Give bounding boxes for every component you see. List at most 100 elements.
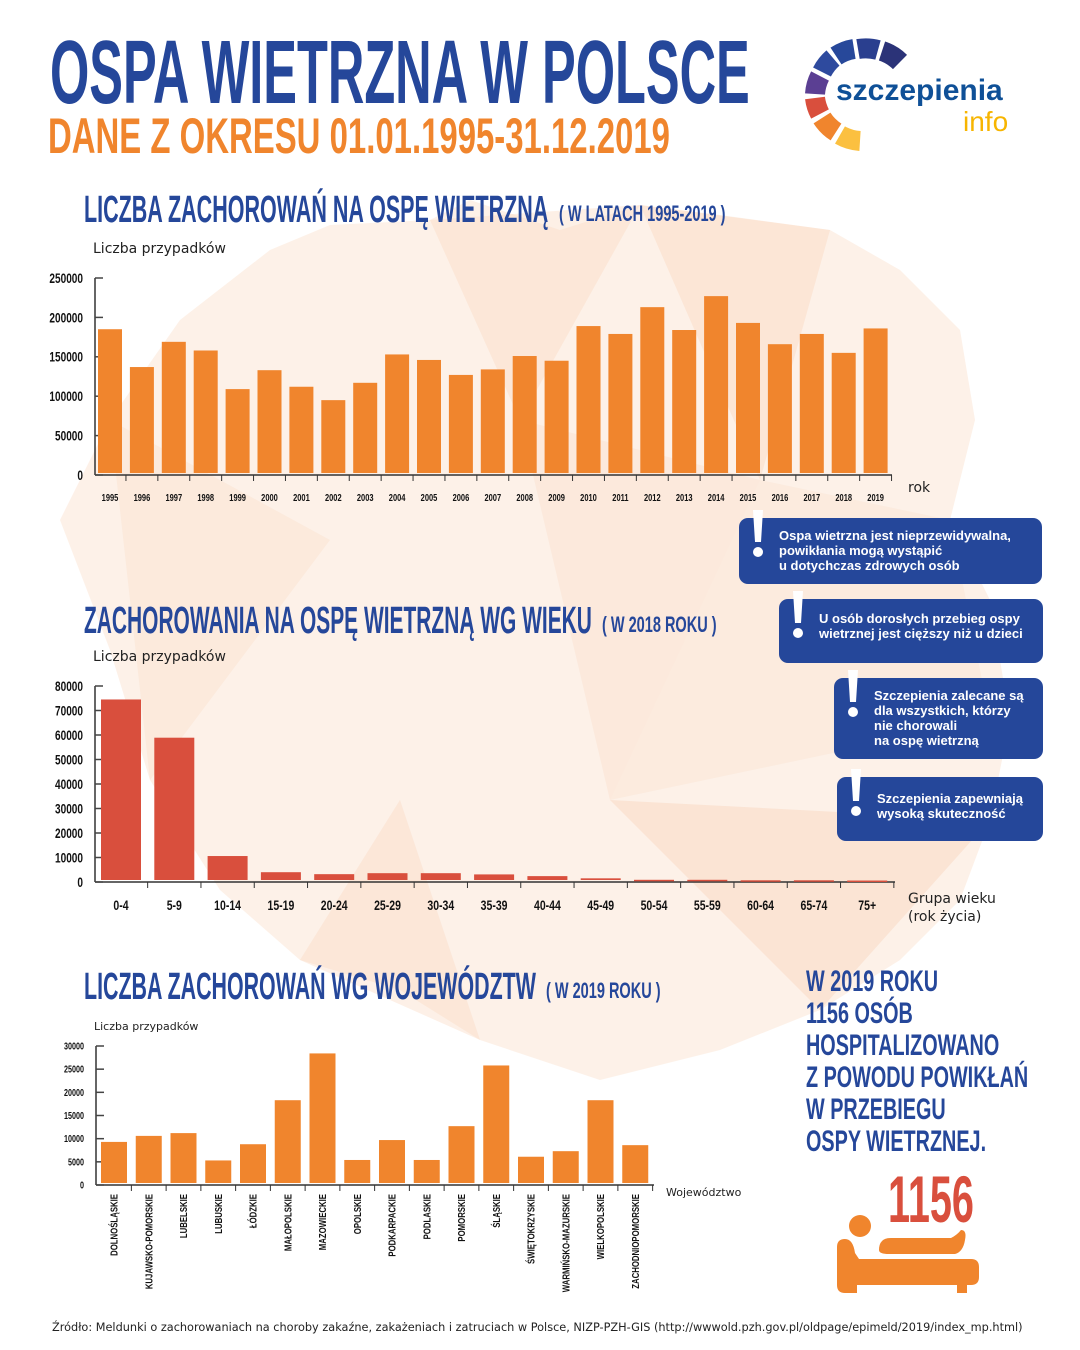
logo-ring-icon [805, 38, 908, 151]
yearly-bar [448, 374, 473, 473]
age-x-axis-subtitle: (rok życia) [908, 909, 982, 925]
region-bar [379, 1140, 405, 1183]
x-category-label: 2013 [676, 492, 693, 503]
y-tick-label: 10000 [64, 1133, 84, 1144]
x-category-label: 2004 [389, 492, 406, 503]
x-category-label: 35-39 [481, 898, 508, 914]
x-category-label: MAŁOPOLSKIE [282, 1194, 293, 1251]
age-bar [101, 699, 141, 880]
age-chart: 0 10000 20000 30000 40000 50000 60000 70000 8000… [55, 678, 895, 913]
region-subtitle-text: ( W 2019 ROKU ) [546, 978, 661, 1003]
region-bar [483, 1065, 510, 1183]
yearly-bar [672, 330, 697, 473]
yearly-bar [736, 322, 760, 473]
x-category-label: LUBELSKIE [178, 1194, 189, 1238]
yearly-bar [129, 367, 154, 473]
yearly-bar [863, 328, 888, 473]
x-category-label: DOLNOŚLĄSKIE [107, 1194, 119, 1256]
source-footnote: Źródło: Meldunki o zachorowaniach na cho… [52, 1321, 1023, 1334]
yearly-bar [353, 382, 378, 473]
yearly-bar [640, 307, 665, 473]
region-bar [344, 1159, 371, 1183]
age-bar [793, 880, 834, 882]
info-line: dla wszystkich, którzy [874, 703, 1011, 718]
exclamation-icon [793, 591, 803, 638]
region-bar [309, 1053, 336, 1183]
x-category-label: 55-59 [694, 898, 721, 914]
yearly-x-axis-title: rok [908, 480, 931, 496]
age-title-text: ZACHOROWANIA NA OSPĘ WIETRZNĄ WG WIEKU [84, 600, 592, 642]
info-line: nie chorowali [874, 718, 958, 733]
info-line: U osób dorosłych przebieg ospy [819, 611, 1020, 626]
info-line: Ospa wietrzna jest nieprzewidywalna, [779, 528, 1011, 543]
exclamation-icon [753, 510, 763, 557]
region-bar [101, 1141, 127, 1183]
hospital-line: Z POWODU POWIKŁAŃ [806, 1061, 1029, 1094]
yearly-bar [321, 400, 346, 473]
x-category-label: OPOLSKIE [352, 1194, 363, 1234]
x-category-label: 2000 [261, 492, 278, 503]
x-category-label: PODKARPACKIE [387, 1194, 398, 1257]
info-box-recommended: Szczepienia zalecane są dla wszystkich, … [834, 670, 1043, 759]
x-category-label: 2008 [516, 492, 533, 503]
region-bar [135, 1135, 162, 1183]
yearly-bar [193, 350, 218, 473]
y-tick-label: 10000 [55, 850, 83, 866]
x-category-label: 20-24 [321, 898, 348, 914]
x-category-label: 2015 [740, 492, 757, 503]
x-category-label: 15-19 [267, 898, 294, 914]
x-category-label: ŚWIĘTOKRZYSKIE [524, 1194, 536, 1264]
hospitalized-count: 1156 [888, 1166, 1031, 1232]
region-bar [205, 1160, 232, 1183]
x-category-label: POMORSKIE [456, 1194, 467, 1242]
x-category-label: WIELKOPOLSKIE [595, 1194, 606, 1259]
x-category-label: 25-29 [374, 898, 401, 914]
info-box-text: Szczepienia zalecane są dla wszystkich, … [874, 688, 1024, 748]
y-tick-label: 50000 [55, 428, 83, 444]
age-subtitle-text: ( W 2018 ROKU ) [602, 612, 717, 637]
szczepienia-info-logo: szczepienia info [800, 32, 1030, 157]
age-bar [740, 880, 781, 882]
info-line: Szczepienia zalecane są [874, 688, 1024, 703]
info-line: na ospę wietrzną [874, 733, 979, 748]
x-category-label: 1995 [102, 492, 119, 503]
region-bar [240, 1144, 266, 1183]
y-tick-label: 25000 [64, 1063, 84, 1074]
age-bar [367, 873, 408, 880]
y-tick-label: 0 [77, 467, 83, 483]
age-y-axis-title: Liczba przypadków [93, 649, 226, 665]
hospital-line: W PRZEBIEGU [806, 1093, 946, 1126]
y-tick-label: 100000 [49, 388, 83, 404]
x-category-label: 60-64 [747, 898, 774, 914]
x-category-label: 10-14 [214, 898, 241, 914]
y-tick-label: 200000 [49, 310, 83, 326]
region-bar [587, 1100, 614, 1183]
age-bar [527, 876, 568, 880]
x-category-label: ŁÓDZKIE [246, 1194, 258, 1228]
x-category-label: 2018 [835, 492, 852, 503]
patient-in-bed-icon [837, 1215, 979, 1293]
logo-word-szczepienia: szczepienia [836, 74, 1003, 107]
age-bar [847, 880, 888, 883]
y-tick-label: 60000 [55, 727, 83, 743]
x-category-label: 2006 [453, 492, 470, 503]
age-bar [474, 874, 515, 880]
age-bar [634, 879, 674, 882]
x-category-label: 50-54 [641, 898, 668, 914]
age-bar [260, 872, 301, 880]
y-tick-label: 30000 [64, 1040, 84, 1051]
yearly-bar [544, 360, 569, 473]
age-bar [420, 873, 461, 880]
y-tick-label: 70000 [55, 703, 83, 719]
hospital-line: OSPY WIETRZNEJ. [806, 1125, 987, 1158]
page-subtitle: DANE Z OKRESU 01.01.1995-31.12.2019 [48, 110, 993, 162]
x-category-label: 1997 [165, 492, 182, 503]
x-category-label: 2007 [484, 492, 501, 503]
x-category-label: 65-74 [800, 898, 827, 914]
y-tick-label: 150000 [49, 349, 83, 365]
y-tick-label: 40000 [55, 776, 83, 792]
x-category-label: 2012 [644, 492, 661, 503]
yearly-bar [480, 369, 505, 473]
yearly-y-axis-title: Liczba przypadków [93, 241, 226, 257]
age-bar [207, 856, 248, 880]
